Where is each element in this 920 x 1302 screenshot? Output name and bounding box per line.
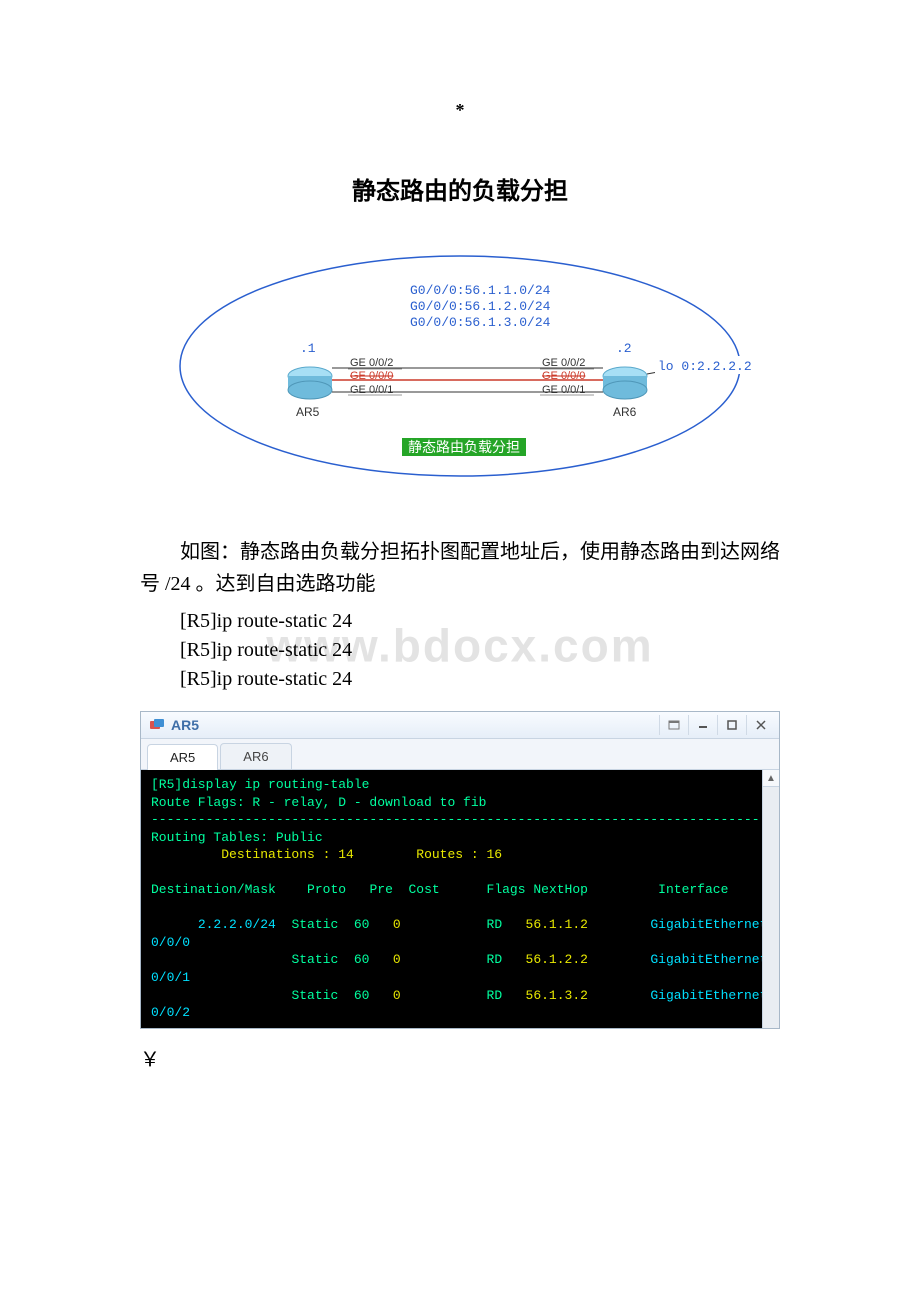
right-port-1: GE 0/0/0 <box>542 370 585 382</box>
row2-iface-suffix: 0/0/2 <box>151 1005 190 1020</box>
left-port-2: GE 0/0/1 <box>350 384 393 396</box>
term-col-pre: Pre <box>369 882 392 897</box>
cmd-line-2: [R5]ip route-static 24 <box>180 668 780 691</box>
row0-pre: 60 <box>354 917 370 932</box>
watermark-region: www.bdocx.com [R5]ip route-static 24 [R5… <box>140 610 780 691</box>
page-title: 静态路由的负载分担 <box>140 171 780 206</box>
terminal-title-text: AR5 <box>171 717 199 733</box>
cmd-line-0: [R5]ip route-static 24 <box>180 610 780 633</box>
term-flags: Route Flags: R - relay, D - download to … <box>151 795 486 810</box>
router-ar6: AR6 <box>603 367 647 419</box>
term-col-dest: Destination/Mask <box>151 882 276 897</box>
router-ar6-label: AR6 <box>613 405 637 419</box>
header-asterisk: * <box>140 100 780 121</box>
close-icon[interactable] <box>746 715 775 735</box>
router-ar5: AR5 <box>288 367 332 419</box>
scroll-up-icon[interactable]: ▲ <box>763 770 779 787</box>
right-addr-label: .2 <box>616 341 632 356</box>
term-col-proto: Proto <box>307 882 346 897</box>
right-port-0: GE 0/0/2 <box>542 357 585 369</box>
row2-cost: 0 <box>393 988 401 1003</box>
term-sep: ----------------------------------------… <box>151 812 760 827</box>
body-paragraph: 如图：静态路由负载分担拓扑图配置地址后，使用静态路由到达网络号 /24 。达到自… <box>140 536 780 600</box>
row0-iface: GigabitEthernet <box>650 917 767 932</box>
subnet-line-1: G0/0/0:56.1.2.0/24 <box>410 299 551 314</box>
subnet-line-2: G0/0/0:56.1.3.0/24 <box>410 315 551 330</box>
maximize-icon[interactable] <box>717 715 746 735</box>
row1-pre: 60 <box>354 952 370 967</box>
topology-diagram: G0/0/0:56.1.1.0/24 G0/0/0:56.1.2.0/24 G0… <box>140 246 780 506</box>
document-page: * 静态路由的负载分担 G0/0/0:56.1.1.0/24 G0/0/0:56… <box>0 0 920 1112</box>
row0-dest: 2.2.2.0/24 <box>198 917 276 932</box>
cmd-line-1: [R5]ip route-static 24 <box>180 639 780 662</box>
left-port-1: GE 0/0/0 <box>350 370 393 382</box>
row0-cost: 0 <box>393 917 401 932</box>
diagram-caption: 静态路由负载分担 <box>408 440 520 456</box>
row1-iface: GigabitEthernet <box>650 952 767 967</box>
router-ar5-label: AR5 <box>296 405 320 419</box>
term-col-cost: Cost <box>408 882 439 897</box>
row1-iface-suffix: 0/0/1 <box>151 970 190 985</box>
row2-iface: GigabitEthernet <box>650 988 767 1003</box>
row2-pre: 60 <box>354 988 370 1003</box>
term-col-iface: Interface <box>658 882 728 897</box>
row0-proto: Static <box>291 917 338 932</box>
terminal-body: ▲ [R5]display ip routing-table Route Fla… <box>141 770 779 1028</box>
tab-ar6[interactable]: AR6 <box>220 743 291 769</box>
term-cmd: [R5]display ip routing-table <box>151 777 369 792</box>
terminal-output: [R5]display ip routing-table Route Flags… <box>151 776 769 1022</box>
row2-proto: Static <box>291 988 338 1003</box>
right-port-2: GE 0/0/1 <box>542 384 585 396</box>
term-tables-header: Routing Tables: Public <box>151 830 323 845</box>
terminal-tabs: AR5 AR6 <box>141 739 779 770</box>
terminal-window: AR5 AR5 AR6 ▲ <box>140 711 780 1029</box>
term-dest-count: Destinations : 14 <box>221 847 354 862</box>
footer-symbol: ￥ <box>140 1043 780 1072</box>
row0-nexthop: 56.1.1.2 <box>526 917 588 932</box>
topology-svg: G0/0/0:56.1.1.0/24 G0/0/0:56.1.2.0/24 G0… <box>150 246 770 506</box>
terminal-scrollbar[interactable]: ▲ <box>762 770 779 1028</box>
terminal-app-icon <box>149 718 165 732</box>
window-option-icon[interactable] <box>659 715 688 735</box>
minimize-icon[interactable] <box>688 715 717 735</box>
row1-flags: RD <box>487 952 503 967</box>
row0-iface-suffix: 0/0/0 <box>151 935 190 950</box>
row1-cost: 0 <box>393 952 401 967</box>
loopback-label: lo 0:2.2.2.2 <box>658 359 752 374</box>
subnet-line-0: G0/0/0:56.1.1.0/24 <box>410 283 551 298</box>
row1-proto: Static <box>291 952 338 967</box>
term-col-flags: Flags <box>487 882 526 897</box>
term-col-nexthop: NextHop <box>533 882 588 897</box>
term-routes-count: Routes : 16 <box>416 847 502 862</box>
row2-nexthop: 56.1.3.2 <box>526 988 588 1003</box>
row1-nexthop: 56.1.2.2 <box>526 952 588 967</box>
left-port-0: GE 0/0/2 <box>350 357 393 369</box>
left-addr-label: .1 <box>300 341 316 356</box>
window-controls <box>659 715 775 735</box>
row2-flags: RD <box>487 988 503 1003</box>
row0-flags: RD <box>487 917 503 932</box>
terminal-titlebar: AR5 <box>141 712 779 739</box>
tab-ar5[interactable]: AR5 <box>147 744 218 770</box>
